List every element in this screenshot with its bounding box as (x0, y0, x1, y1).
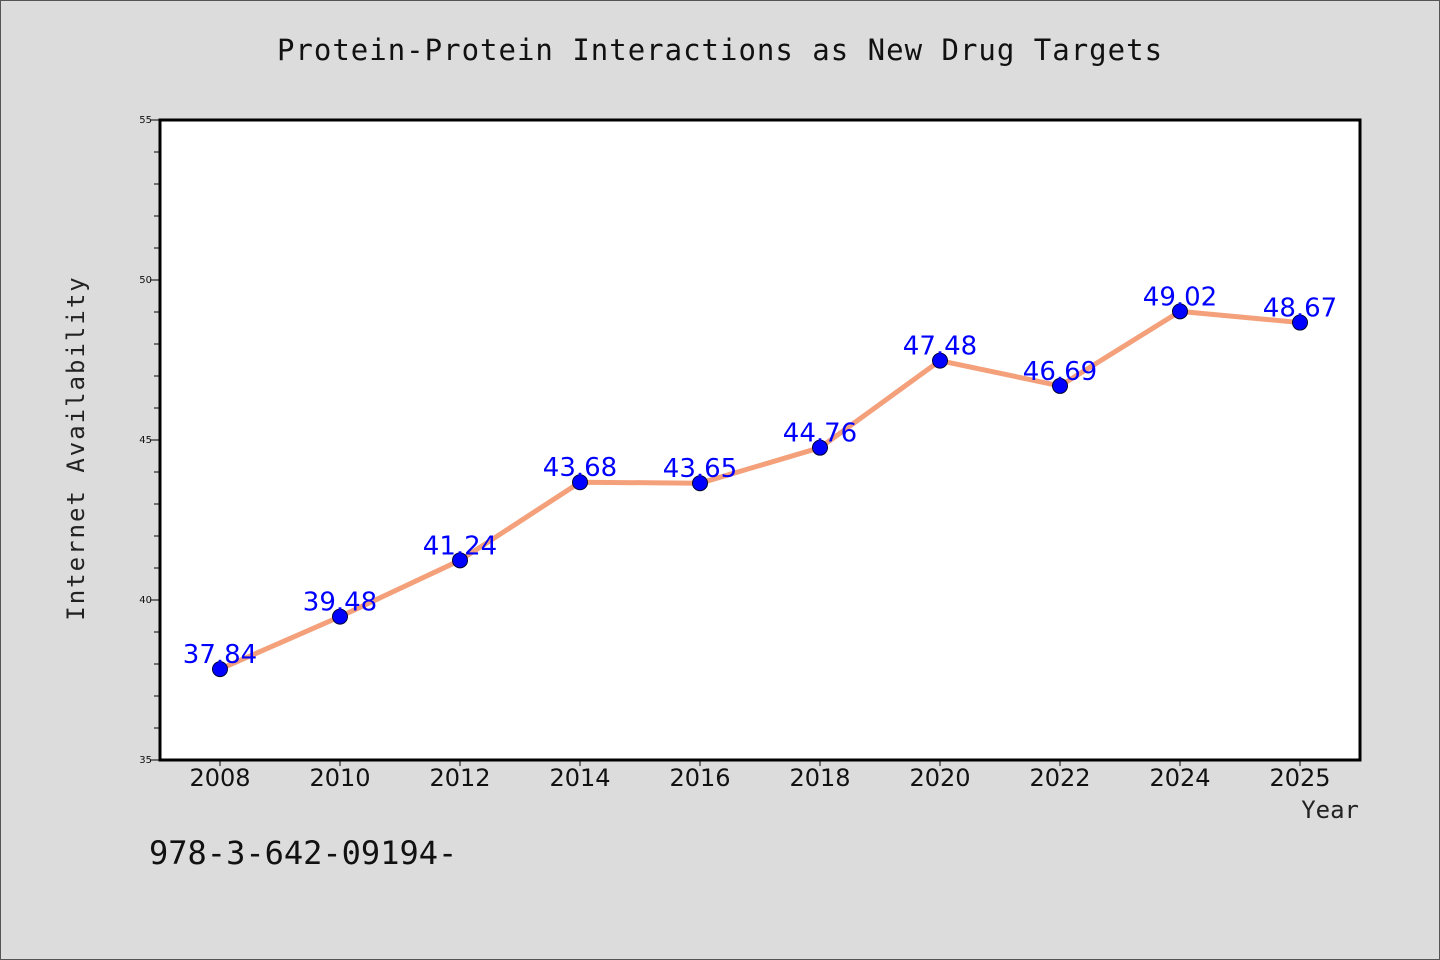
data-point (1172, 303, 1188, 320)
data-label: 49.02 (1143, 282, 1217, 312)
series-line (217, 308, 1303, 672)
plot-area (158, 118, 1362, 762)
x-tick-label: 2025 (1269, 764, 1330, 792)
x-tick-label: 2024 (1149, 764, 1210, 792)
data-point (932, 352, 948, 369)
footer-code: 978-3-642-09194- (149, 834, 458, 872)
data-point (572, 474, 588, 491)
y-tick-label: 55 (139, 115, 152, 126)
data-label: 43.65 (663, 454, 737, 484)
data-label: 39.48 (303, 588, 377, 618)
x-tick-label: 2014 (549, 764, 610, 792)
y-axis: 35 40 45 50 55 (139, 115, 160, 766)
data-label: 46.69 (1023, 357, 1097, 387)
data-point (452, 552, 468, 569)
data-label: 44.76 (783, 419, 857, 449)
data-point (332, 608, 348, 625)
x-tick-label: 2022 (1029, 764, 1090, 792)
x-tick-label: 2020 (909, 764, 970, 792)
y-tick-label: 35 (139, 755, 152, 766)
x-tick-label: 2010 (309, 764, 370, 792)
y-tick-label: 45 (139, 435, 152, 446)
data-label: 41.24 (423, 531, 497, 561)
data-point (692, 475, 708, 492)
x-axis: 2008 2010 2012 2014 2016 2018 2020 2022 2024 2025 (189, 760, 1331, 792)
x-axis-label: Year (1301, 796, 1359, 824)
data-label: 47.48 (903, 332, 977, 362)
data-point (212, 661, 228, 678)
data-point (1292, 314, 1308, 331)
x-tick-label: 2018 (789, 764, 850, 792)
data-point (812, 439, 828, 456)
data-point (1052, 377, 1068, 394)
series-layer (212, 303, 1308, 678)
x-tick-label: 2016 (669, 764, 730, 792)
data-label: 48.67 (1263, 294, 1337, 324)
y-tick-label: 50 (139, 275, 152, 286)
x-tick-label: 2008 (189, 764, 250, 792)
y-tick-label: 40 (139, 595, 152, 606)
x-tick-label: 2012 (429, 764, 490, 792)
chart-title: Protein-Protein Interactions as New Drug… (276, 33, 1164, 67)
data-label: 43.68 (543, 453, 617, 483)
data-label: 37.84 (183, 640, 257, 670)
data-labels: 37.84 39.48 41.24 43.68 43.65 44.76 47.48 46.69… (183, 282, 1337, 670)
